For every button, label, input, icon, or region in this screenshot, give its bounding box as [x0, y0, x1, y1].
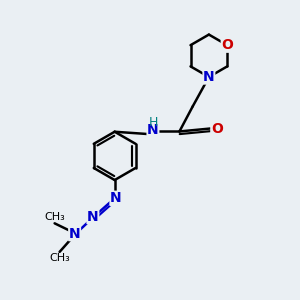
Text: N: N — [69, 226, 80, 241]
Text: N: N — [110, 191, 122, 205]
Text: O: O — [211, 122, 223, 136]
Text: CH₃: CH₃ — [49, 254, 70, 263]
Text: N: N — [87, 209, 99, 224]
Text: N: N — [147, 123, 159, 137]
Text: N: N — [203, 70, 215, 84]
Text: O: O — [221, 38, 233, 52]
Text: H: H — [148, 116, 158, 128]
Text: CH₃: CH₃ — [44, 212, 65, 222]
